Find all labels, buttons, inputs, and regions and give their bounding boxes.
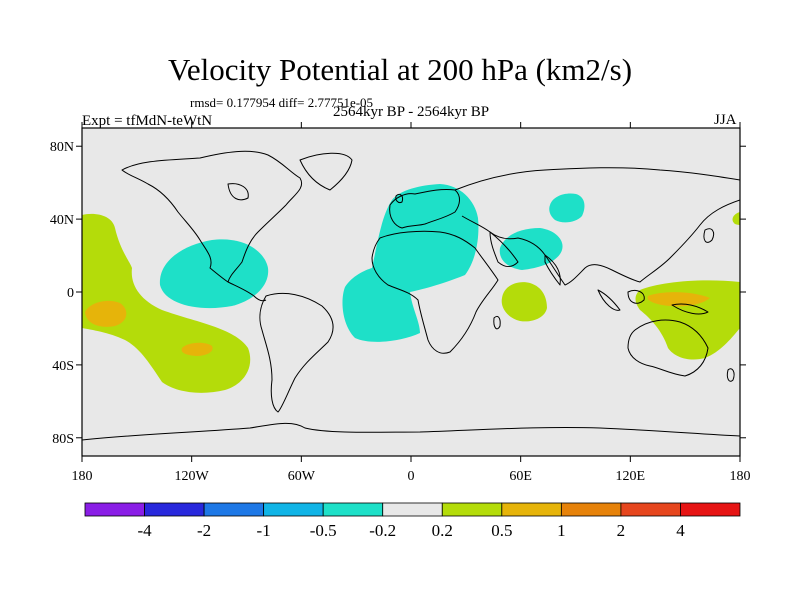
coast-south-america [259, 292, 334, 413]
longitude-axis: 180 120W 60W 0 60E 120E 180 [72, 122, 751, 484]
coast-japan [703, 228, 715, 243]
lon-tick-label: 120W [175, 469, 210, 484]
colorbar-label: 2 [617, 521, 626, 540]
coast-antarctica [82, 422, 740, 441]
coast-central-america [227, 281, 267, 302]
lat-tick-label: 40N [50, 213, 74, 228]
rmsd-diff-stats: rmsd= 0.177954 diff= 2.77751e-05 [190, 95, 374, 110]
lon-tick-label: 60W [288, 469, 316, 484]
pos-strong-region-1 [85, 300, 127, 327]
colorbar-label: -1 [257, 521, 271, 540]
pos-strong-region-3 [647, 292, 710, 307]
coast-north-america [121, 150, 302, 283]
plot-title: Velocity Potential at 200 hPa (km2/s) [167, 52, 633, 87]
lat-tick-label: 80S [52, 432, 74, 447]
pos-region-north-pacific-edge [732, 212, 740, 225]
lon-tick-label: 180 [730, 469, 751, 484]
lon-tick-label: 120E [616, 469, 646, 484]
colorbar-label: -4 [137, 521, 152, 540]
coast-arabia [489, 231, 519, 267]
coast-new-guinea [671, 303, 709, 315]
coast-hudson [227, 183, 249, 201]
lat-tick-label: 0 [67, 286, 74, 301]
coast-india [544, 254, 561, 286]
colorbar-swatch [560, 502, 622, 517]
coast-australia [627, 319, 709, 377]
colorbar-label: 4 [676, 521, 685, 540]
coast-africa [371, 230, 499, 354]
neg-region-central-asia [549, 193, 585, 223]
colorbar-swatch [203, 502, 265, 517]
neg-region-central-america [159, 239, 269, 309]
experiment-label: Expt = tfMdN-teWtN [82, 113, 213, 129]
colorbar-swatch [84, 502, 145, 517]
colorbar-swatch [322, 502, 384, 517]
coast-europe [389, 189, 460, 229]
contour-fills [82, 184, 740, 393]
neg-region-africa-europe [342, 184, 479, 342]
colorbar-label: 0.2 [432, 521, 453, 540]
lat-tick-label: 80N [50, 140, 74, 155]
colorbar-label: 0.5 [491, 521, 512, 540]
coast-greenland [299, 152, 353, 191]
coastlines [82, 150, 740, 441]
pos-strong-region-2 [181, 342, 213, 356]
colorbar-label: 1 [557, 521, 566, 540]
period-label: 2564kyr BP - 2564kyr BP [332, 104, 490, 120]
colorbar-swatch [441, 502, 503, 517]
lon-tick-label: 0 [408, 469, 415, 484]
lon-tick-label: 60E [509, 469, 532, 484]
latitude-axis: 80N 40N 0 40S 80S [50, 140, 746, 447]
colorbar-label: -0.5 [310, 521, 337, 540]
coast-borneo [627, 289, 645, 304]
colorbar-label: -2 [197, 521, 211, 540]
coast-british-isles [395, 193, 403, 203]
coast-madagascar [493, 315, 501, 330]
lat-tick-label: 40S [52, 359, 74, 374]
colorbar-swatch [501, 502, 562, 517]
lon-tick-label: 180 [72, 469, 93, 484]
season-label: JJA [714, 112, 737, 128]
coast-sumatra [597, 289, 621, 311]
colorbar-swatch [144, 502, 205, 517]
colorbar-swatch [263, 502, 324, 517]
pos-region-indian-ocean [501, 282, 547, 322]
colorbar: -4 -2 -1 -0.5 -0.2 0.2 0.5 1 2 4 [84, 502, 741, 540]
coast-asia [454, 167, 740, 286]
coast-new-zealand [726, 368, 735, 382]
colorbar-swatch [680, 502, 741, 517]
colorbar-swatch [620, 502, 681, 517]
colorbar-label: -0.2 [369, 521, 396, 540]
colorbar-swatch [382, 502, 443, 517]
